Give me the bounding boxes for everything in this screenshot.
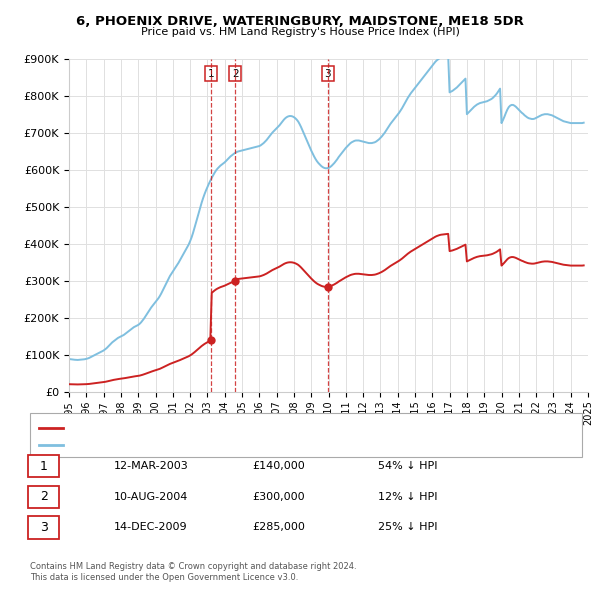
Text: This data is licensed under the Open Government Licence v3.0.: This data is licensed under the Open Gov…: [30, 573, 298, 582]
Text: 10-AUG-2004: 10-AUG-2004: [114, 492, 188, 502]
Text: Contains HM Land Registry data © Crown copyright and database right 2024.: Contains HM Land Registry data © Crown c…: [30, 562, 356, 571]
Text: 25% ↓ HPI: 25% ↓ HPI: [378, 523, 437, 532]
Text: 12% ↓ HPI: 12% ↓ HPI: [378, 492, 437, 502]
Text: 3: 3: [40, 521, 48, 534]
Text: £140,000: £140,000: [252, 461, 305, 471]
Text: 12-MAR-2003: 12-MAR-2003: [114, 461, 189, 471]
Text: 3: 3: [325, 69, 331, 79]
Text: HPI: Average price, detached house, Tonbridge and Malling: HPI: Average price, detached house, Tonb…: [69, 440, 357, 450]
Text: 54% ↓ HPI: 54% ↓ HPI: [378, 461, 437, 471]
Text: Price paid vs. HM Land Registry's House Price Index (HPI): Price paid vs. HM Land Registry's House …: [140, 27, 460, 37]
Text: 1: 1: [40, 460, 48, 473]
Text: £285,000: £285,000: [252, 523, 305, 532]
Text: 1: 1: [208, 69, 214, 79]
Text: 6, PHOENIX DRIVE, WATERINGBURY, MAIDSTONE, ME18 5DR (detached house): 6, PHOENIX DRIVE, WATERINGBURY, MAIDSTON…: [69, 424, 454, 433]
Text: 2: 2: [232, 69, 239, 79]
Text: £300,000: £300,000: [252, 492, 305, 502]
Text: 14-DEC-2009: 14-DEC-2009: [114, 523, 188, 532]
Text: 6, PHOENIX DRIVE, WATERINGBURY, MAIDSTONE, ME18 5DR: 6, PHOENIX DRIVE, WATERINGBURY, MAIDSTON…: [76, 15, 524, 28]
Text: 2: 2: [40, 490, 48, 503]
